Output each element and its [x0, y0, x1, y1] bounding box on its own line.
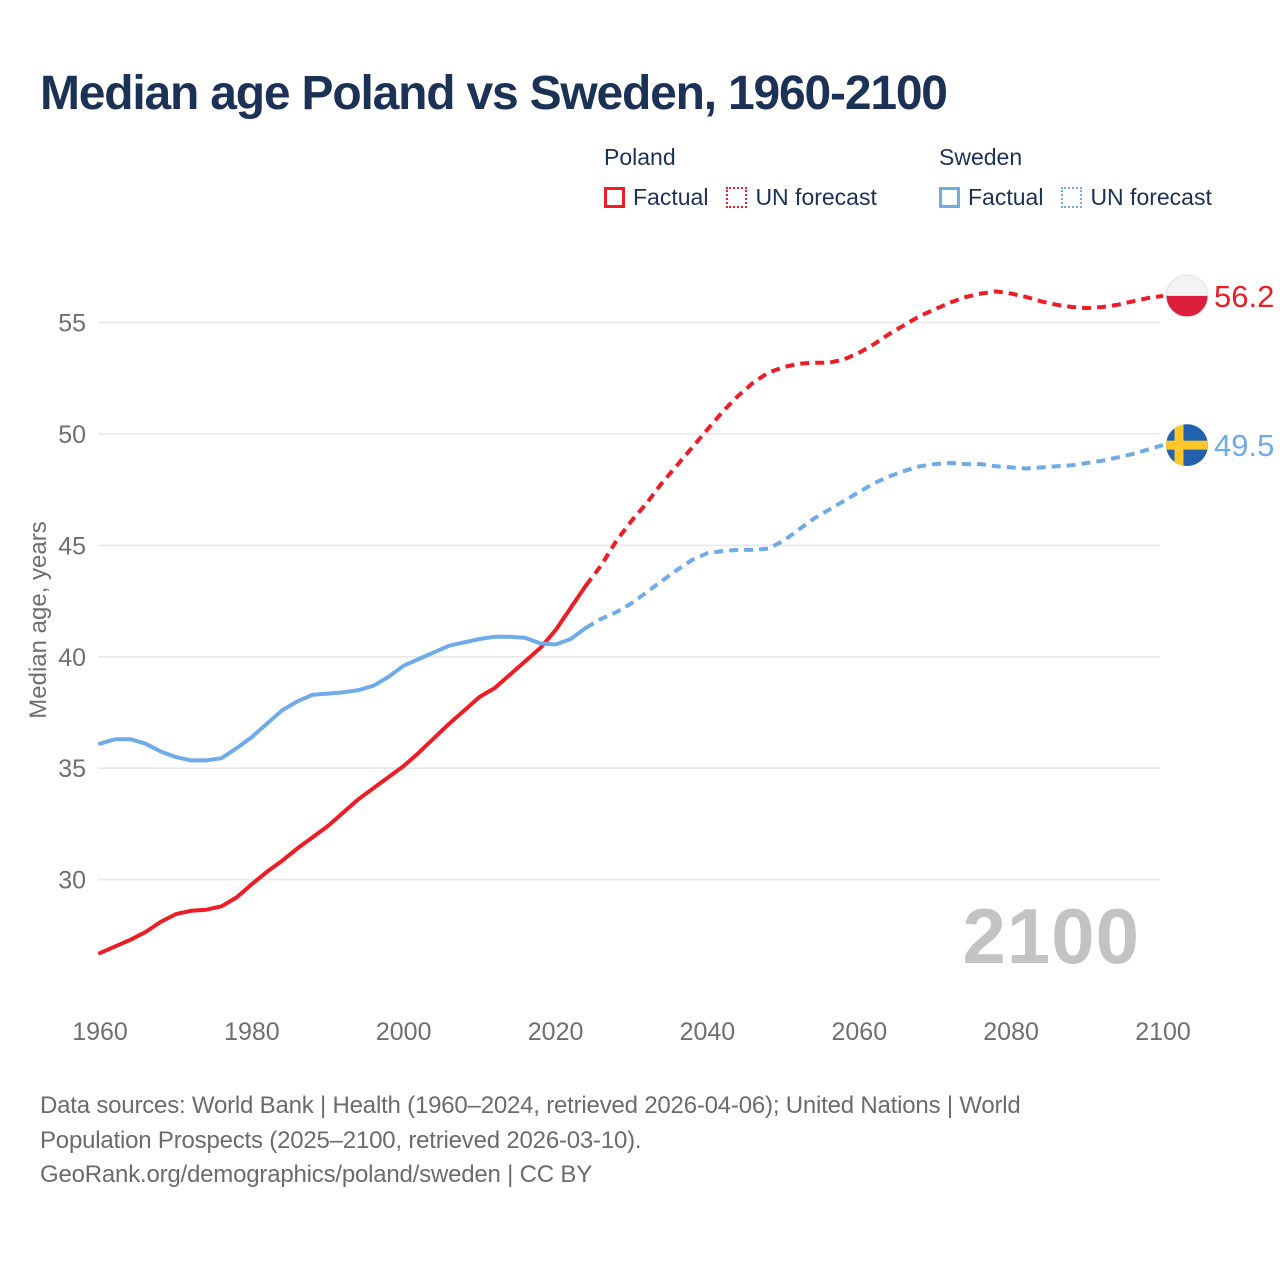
sweden-end-value-label: 49.5	[1214, 428, 1274, 463]
sweden-forecast-swatch-icon	[1061, 187, 1083, 208]
y-axis-tick-labels: 30 35 40 45 50 55	[58, 310, 86, 895]
poland-flag-icon	[1165, 274, 1209, 318]
y-axis-title: Median age, years	[25, 521, 52, 718]
poland-end-value-label: 56.2	[1214, 279, 1274, 314]
legend-poland-forecast: UN forecast	[726, 184, 877, 211]
svg-text:1980: 1980	[224, 1018, 280, 1046]
gridlines	[98, 321, 1160, 881]
legend-poland-title: Poland	[604, 144, 676, 170]
svg-text:2100: 2100	[1135, 1018, 1191, 1046]
sweden-flag-icon	[1166, 424, 1208, 467]
svg-text:1960: 1960	[72, 1018, 128, 1046]
page-title: Median age Poland vs Sweden, 1960-2100	[40, 67, 948, 120]
series-lines	[98, 289, 1164, 956]
svg-text:30: 30	[58, 867, 86, 895]
svg-text:35: 35	[58, 755, 86, 783]
legend-label: Factual	[633, 184, 709, 210]
legend-poland-factual: Factual	[604, 184, 708, 211]
poland-factual-swatch-icon	[604, 187, 625, 208]
svg-text:2020: 2020	[528, 1018, 584, 1046]
footer-line: Data sources: World Bank | Health (1960–…	[40, 1092, 1021, 1119]
svg-text:2040: 2040	[680, 1018, 736, 1046]
sweden-factual-swatch-icon	[939, 187, 960, 208]
legend-label: UN forecast	[755, 184, 877, 210]
svg-text:40: 40	[58, 644, 86, 672]
footer-line: Population Prospects (2025–2100, retriev…	[40, 1126, 642, 1154]
legend-label: UN forecast	[1090, 184, 1212, 210]
legend-group-sweden: Sweden Factual UN forecast	[939, 144, 1230, 211]
legend-group-poland: Poland Factual UN forecast	[604, 144, 895, 211]
footer-line: GeoRank.org/demographics/poland/sweden |…	[40, 1161, 593, 1188]
x-axis-tick-labels: 1960 1980 2000 2020 2040 2060 2080 2100	[72, 1018, 1191, 1046]
svg-text:2080: 2080	[983, 1018, 1039, 1046]
svg-text:55: 55	[58, 310, 86, 338]
legend-sweden-title: Sweden	[939, 144, 1023, 170]
svg-text:50: 50	[58, 421, 86, 449]
svg-text:2060: 2060	[831, 1018, 887, 1046]
legend-label: Factual	[968, 184, 1044, 210]
svg-text:2000: 2000	[376, 1018, 432, 1046]
watermark-year: 2100	[962, 892, 1140, 980]
legend-sweden-forecast: UN forecast	[1061, 184, 1212, 211]
footer-attribution: Data sources: World Bank | Health (1960–…	[40, 1089, 1021, 1193]
poland-forecast-swatch-icon	[726, 187, 748, 208]
svg-text:45: 45	[58, 532, 86, 560]
legend-sweden-factual: Factual	[939, 184, 1043, 211]
